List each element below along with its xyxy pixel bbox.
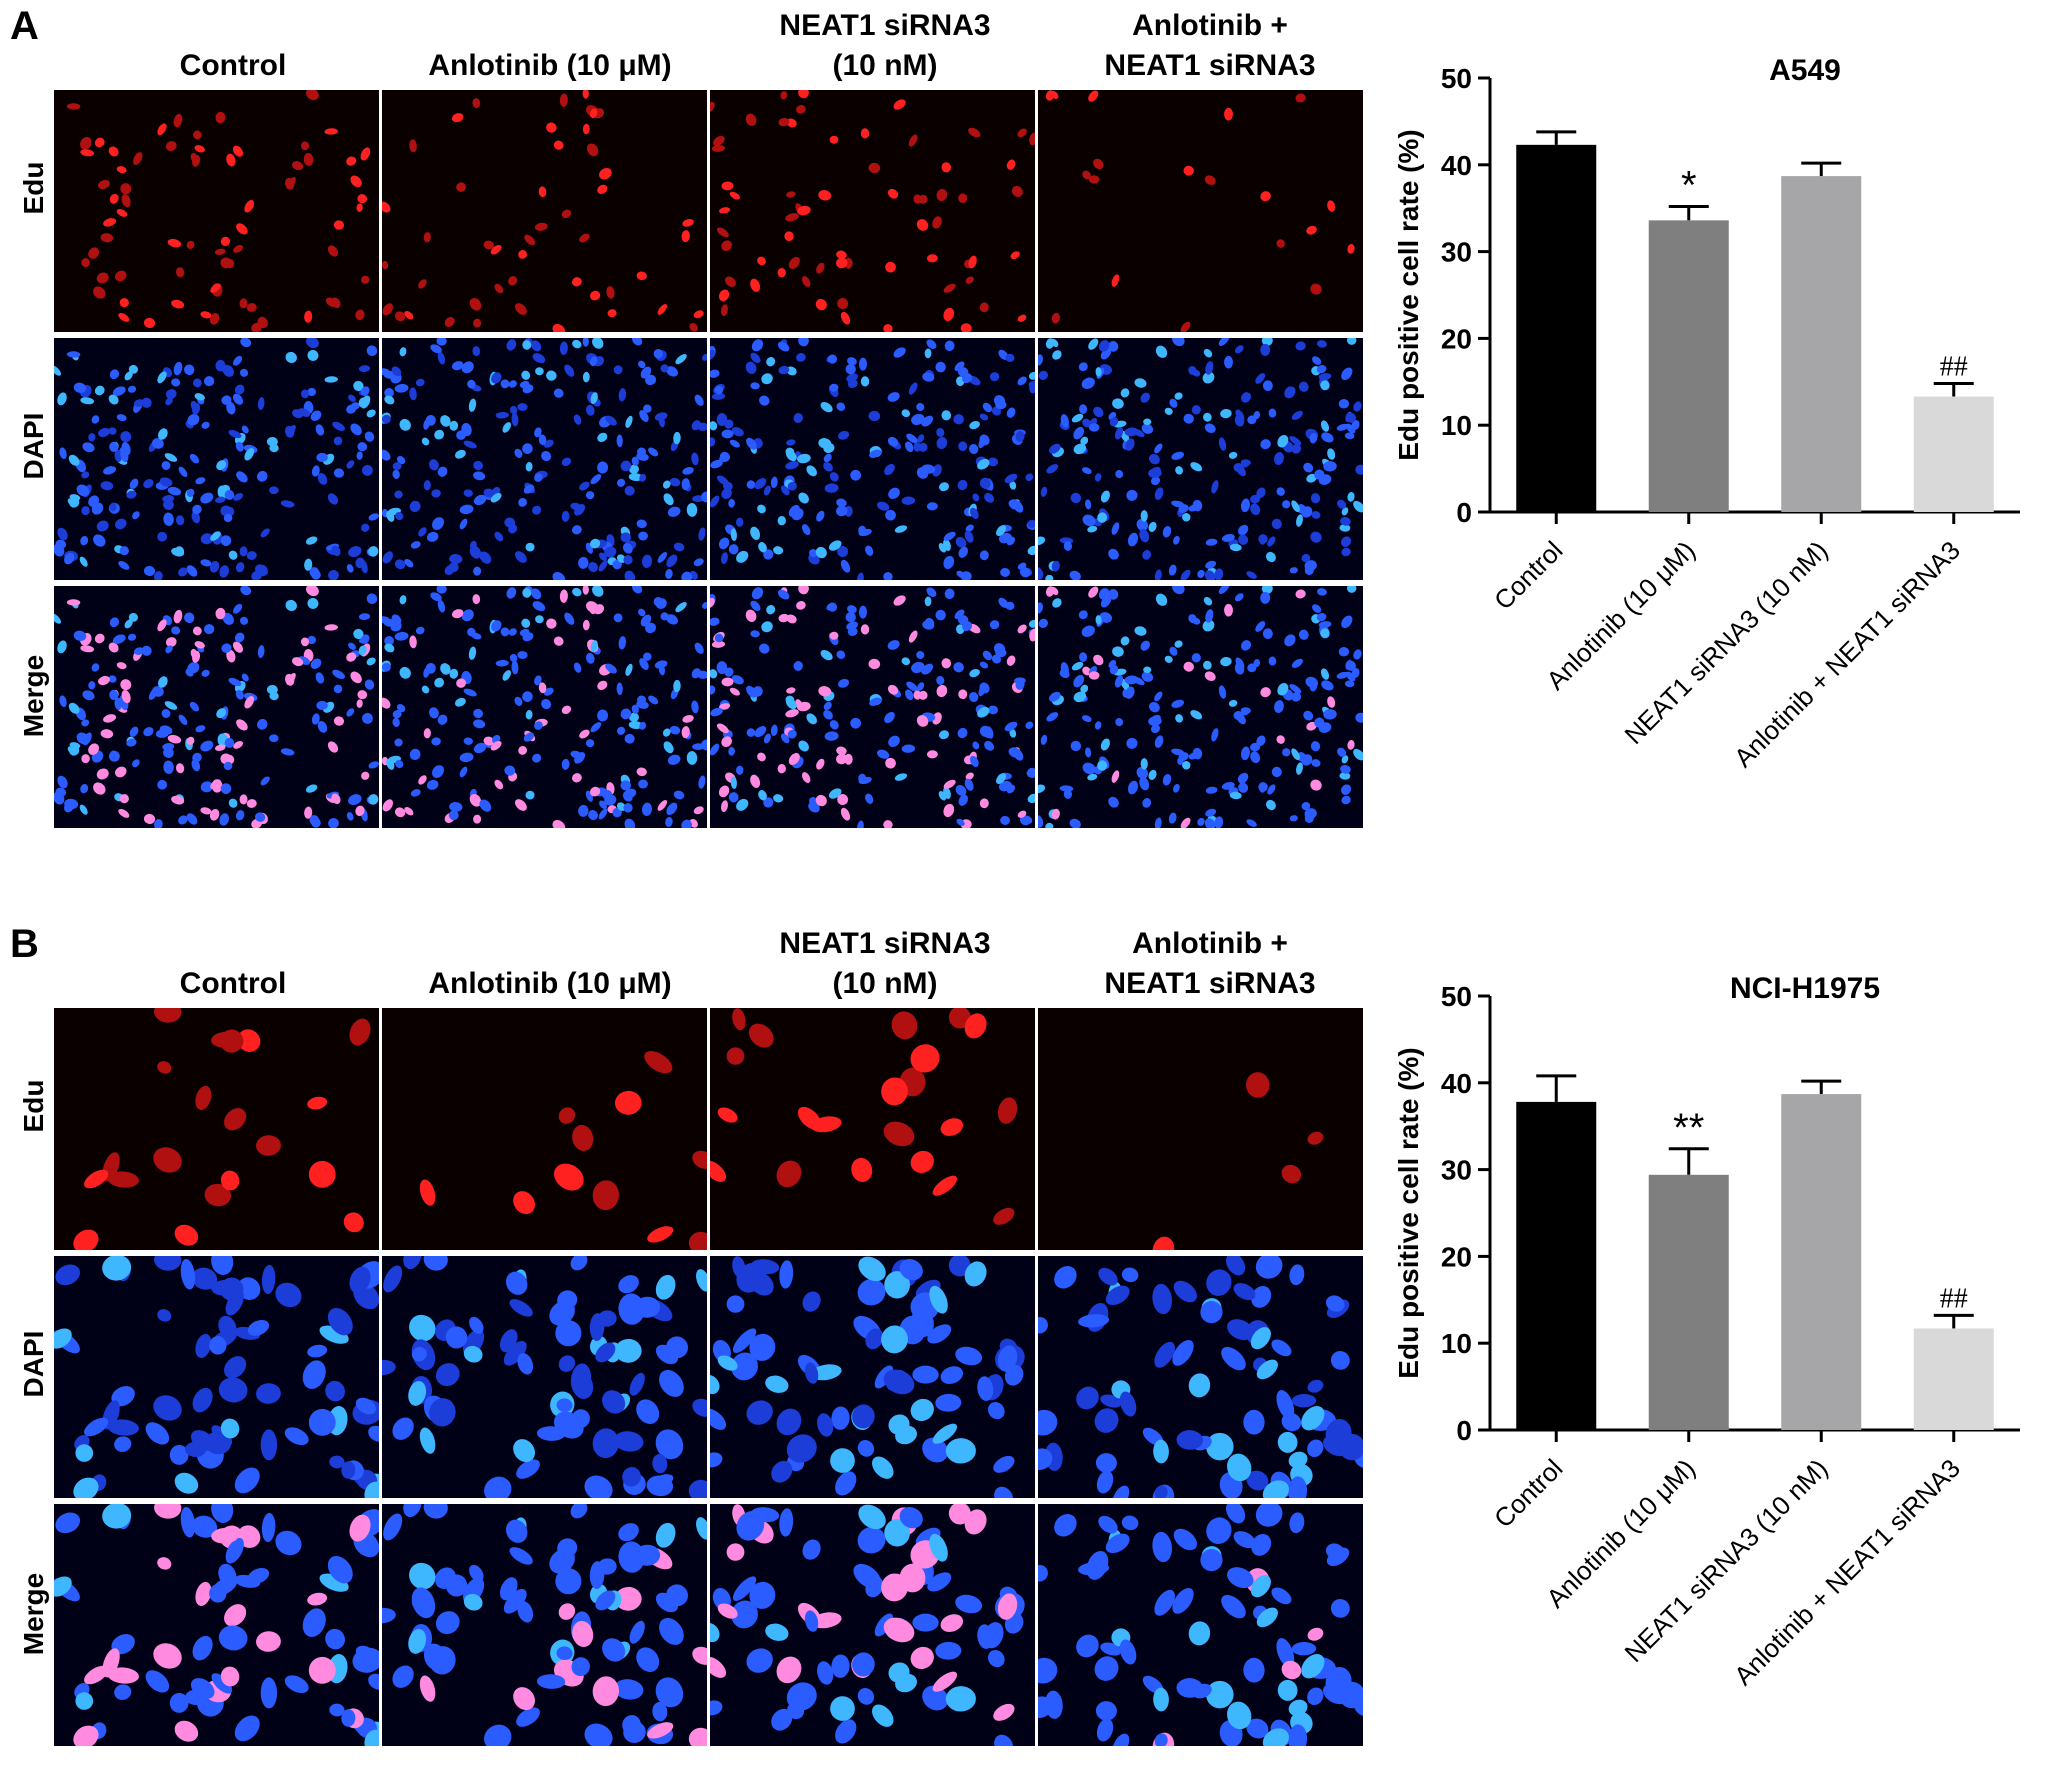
bar	[1516, 144, 1597, 512]
y-tick-label: 50	[1441, 981, 1472, 1012]
x-tick-label: Control	[1488, 535, 1568, 615]
edu-image	[54, 1008, 379, 1250]
panel-letter: A	[10, 4, 39, 48]
dapi-image	[54, 1256, 379, 1498]
dapi-image	[382, 338, 707, 580]
y-tick-label: 30	[1441, 1155, 1472, 1186]
column-header-neat1-sirna3: NEAT1 siRNA3 (10 nM)	[779, 9, 991, 82]
y-tick-label: 20	[1441, 323, 1472, 354]
merge-image	[710, 586, 1035, 828]
bar-chart-nci-h1975: NCI-H1975 Edu positive cell rate (%) 0 10 20…	[1393, 972, 2020, 1691]
x-tick-label: Anlotinib + NEAT1 siRNA3	[1728, 535, 1966, 773]
y-tick-label: 40	[1441, 1068, 1472, 1099]
dapi-image	[1038, 338, 1363, 580]
edu-image	[54, 90, 379, 332]
dapi-image	[1038, 1256, 1363, 1498]
panel-b: B Control Anlotinib (10 μM) NEAT1 siRNA3…	[0, 918, 2050, 1788]
significance-annotation: ##	[1940, 352, 1968, 383]
dapi-image	[710, 338, 1035, 580]
merge-image	[1038, 1504, 1363, 1746]
y-tick-label: 20	[1441, 1241, 1472, 1272]
y-axis-label: Edu positive cell rate (%)	[1393, 129, 1424, 460]
micrograph-grid	[54, 1008, 1363, 1746]
column-header-combination: Anlotinib + NEAT1 siRNA3	[1104, 9, 1316, 82]
bar	[1913, 396, 1994, 512]
y-tick-label: 10	[1441, 410, 1472, 441]
column-header-control: Control	[179, 49, 287, 82]
dapi-image	[54, 338, 379, 580]
panel-letter: B	[10, 922, 39, 966]
edu-image	[382, 90, 707, 332]
edu-image	[1038, 1008, 1363, 1250]
y-tick-label: 50	[1441, 63, 1472, 94]
bar	[1648, 1174, 1729, 1430]
y-tick-label: 10	[1441, 1328, 1472, 1359]
y-axis-label: Edu positive cell rate (%)	[1393, 1047, 1424, 1378]
bar	[1781, 1094, 1862, 1430]
micrograph-grid	[54, 90, 1363, 828]
x-tick-label: Anlotinib + NEAT1 siRNA3	[1728, 1453, 1966, 1691]
edu-image	[1038, 90, 1363, 332]
column-header-neat1-sirna3: NEAT1 siRNA3 (10 nM)	[779, 927, 991, 1000]
column-header-combination: Anlotinib + NEAT1 siRNA3	[1104, 927, 1316, 1000]
significance-annotation: *	[1681, 163, 1697, 207]
column-header-control: Control	[179, 967, 287, 1000]
merge-image	[54, 586, 379, 828]
chart-title: NCI-H1975	[1730, 972, 1880, 1005]
y-tick-label: 30	[1441, 237, 1472, 268]
merge-image	[382, 586, 707, 828]
bar	[1781, 176, 1862, 513]
merge-image	[1038, 586, 1363, 828]
merge-image	[54, 1504, 379, 1746]
merge-image	[710, 1504, 1035, 1746]
merge-image	[382, 1504, 707, 1746]
y-tick-label: 0	[1456, 497, 1472, 528]
chart-title: A549	[1769, 54, 1841, 87]
bar	[1913, 1328, 1994, 1430]
edu-image	[710, 90, 1035, 332]
bar	[1516, 1101, 1597, 1430]
x-tick-label: Control	[1488, 1453, 1568, 1533]
dapi-image	[382, 1256, 707, 1498]
edu-image	[382, 1008, 707, 1250]
bar-chart-a549: A549 Edu positive cell rate (%) 0 10 20 30 40 5…	[1393, 54, 2020, 773]
significance-annotation: ##	[1940, 1283, 1968, 1314]
y-tick-label: 0	[1456, 1415, 1472, 1446]
edu-image	[710, 1008, 1035, 1250]
column-header-anlotinib: Anlotinib (10 μM)	[428, 49, 672, 82]
dapi-image	[710, 1256, 1035, 1498]
y-tick-label: 40	[1441, 150, 1472, 181]
column-header-anlotinib: Anlotinib (10 μM)	[428, 967, 672, 1000]
panel-a: A Control Anlotinib (10 μM) NEAT1 siRNA3…	[0, 0, 2050, 870]
significance-annotation: **	[1673, 1106, 1704, 1150]
bar	[1648, 220, 1729, 513]
